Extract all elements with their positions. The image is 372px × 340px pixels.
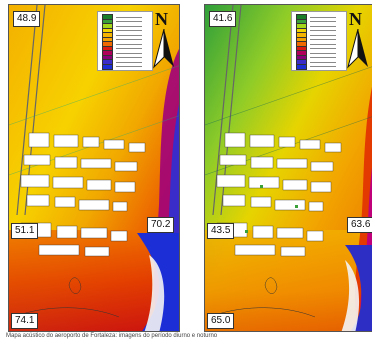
legend-text-line: [116, 52, 142, 54]
legend-text-line: [310, 39, 336, 41]
north-arrow-icon: [347, 29, 368, 69]
legend-swatch: [102, 63, 113, 70]
level-label-top-left: 48.9: [13, 11, 41, 27]
compass-letter: N: [155, 9, 168, 29]
level-label-bottom-left: 74.1: [11, 313, 39, 329]
legend-text-line: [310, 34, 336, 36]
legend-text-line: [310, 25, 336, 27]
legend-text-line: [116, 25, 142, 27]
compass: N: [149, 9, 179, 71]
compass-letter: N: [349, 9, 362, 29]
legend-text-line: [116, 39, 142, 41]
legend-row: [102, 63, 152, 70]
legend-text-line: [116, 30, 142, 32]
noise-legend: [291, 11, 347, 71]
legend-text-line: [310, 57, 336, 59]
legend-text-line: [310, 16, 336, 18]
level-label-mid-right: 70.2: [147, 217, 175, 233]
noise-map-night: [205, 5, 372, 331]
figure-caption: Mapa acústico do aeroporto de Fortaleza:…: [6, 333, 218, 339]
level-label-mid-left: 43.5: [207, 223, 235, 239]
legend-text-line: [310, 21, 336, 23]
legend-row: [296, 63, 346, 70]
legend-text-line: [310, 43, 336, 45]
compass: N: [343, 9, 372, 71]
legend-text-line: [116, 34, 142, 36]
legend-text-line: [116, 21, 142, 23]
noise-map-panel-night: 41.6 43.5 63.6 65.0 N: [204, 4, 372, 332]
level-label-mid-left: 51.1: [11, 223, 39, 239]
legend-text-line: [116, 16, 142, 18]
level-label-top-left: 41.6: [209, 11, 237, 27]
legend-swatch: [296, 63, 307, 70]
legend-text-line: [310, 52, 336, 54]
legend-text-line: [116, 66, 142, 68]
legend-text-line: [116, 61, 142, 63]
legend-text-line: [310, 30, 336, 32]
level-label-mid-right: 63.6: [347, 217, 372, 233]
legend-text-line: [116, 57, 142, 59]
north-arrow-icon: [153, 29, 174, 69]
level-label-bottom-left: 65.0: [207, 313, 235, 329]
legend-text-line: [310, 66, 336, 68]
legend-text-line: [116, 48, 142, 50]
noise-map-panel-day: 48.9 51.1 70.2 74.1 N: [8, 4, 180, 332]
noise-legend: [97, 11, 153, 71]
legend-text-line: [310, 61, 336, 63]
legend-text-line: [116, 43, 142, 45]
legend-text-line: [310, 48, 336, 50]
